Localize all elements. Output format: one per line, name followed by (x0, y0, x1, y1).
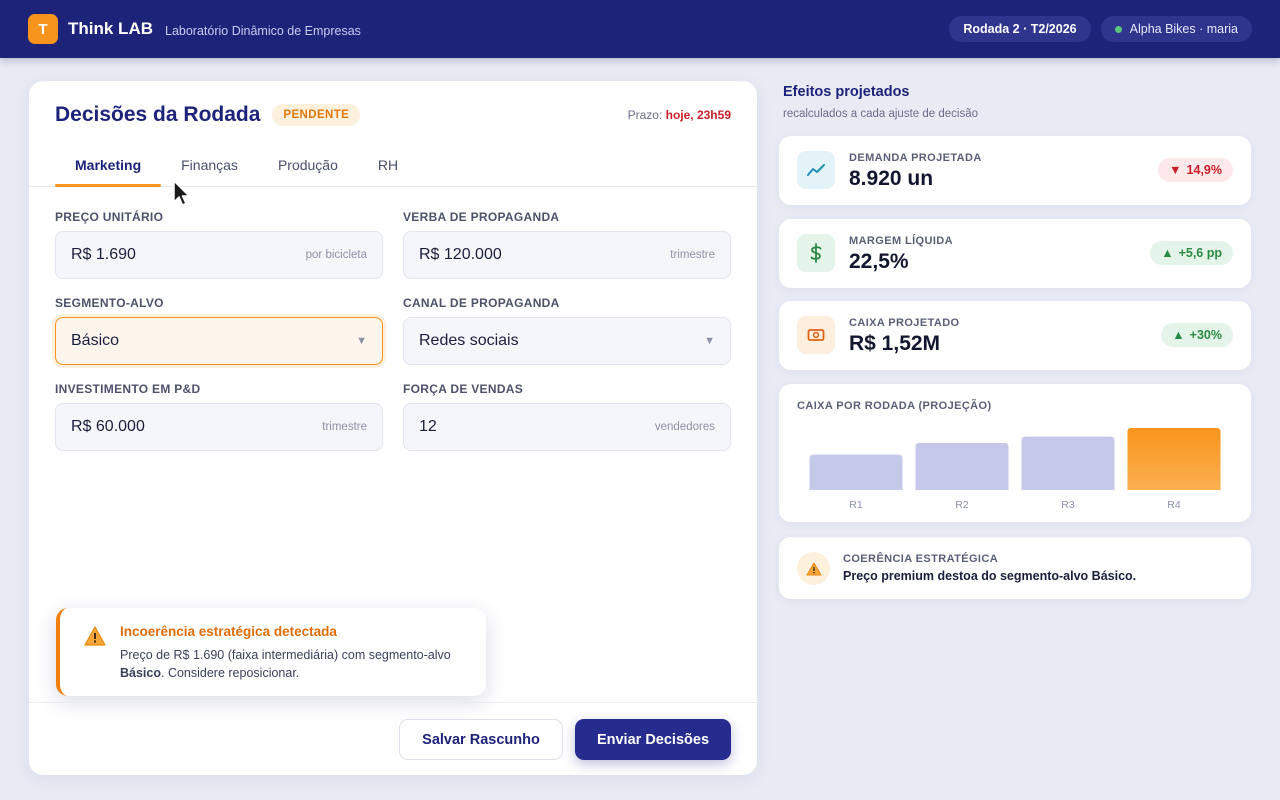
mouse-cursor-icon (173, 180, 190, 206)
chevron-down-icon: ▼ (356, 335, 367, 347)
ad-budget-input[interactable]: R$ 120.000 trimestre (403, 231, 731, 279)
rnd-input[interactable]: R$ 60.000 trimestre (55, 403, 383, 451)
kpi-cash: CAIXA PROJETADO R$ 1,52M ▲ +30% (779, 301, 1251, 370)
price-input[interactable]: R$ 1.690 por bicicleta (55, 231, 383, 279)
price-label: PREÇO UNITÁRIO (55, 210, 164, 224)
side-title: Efeitos projetados (783, 84, 910, 100)
chart-tick-label: R2 (955, 499, 969, 511)
ad-channel-select[interactable]: Redes sociais ▼ (403, 317, 731, 365)
warning-icon (797, 552, 830, 585)
tab-producao[interactable]: Produção (277, 157, 338, 173)
cash-icon (797, 316, 835, 354)
chart-bar-r3 (1021, 436, 1115, 490)
footer-divider (29, 702, 757, 703)
bar-chart: R1 R2 R3 R4 (809, 428, 1221, 511)
sales-force-unit: vendedores (654, 421, 715, 433)
coherence-alert-toast: Incoerência estratégica detectada Preço … (56, 608, 486, 696)
delta-value: +5,6 pp (1178, 246, 1222, 260)
page-title: Decisões da Rodada (55, 103, 261, 126)
ad-budget-label: VERBA DE PROPAGANDA (403, 210, 560, 224)
delta-value: +30% (1189, 328, 1222, 342)
rnd-value: R$ 60.000 (71, 418, 145, 435)
warning-icon (84, 626, 106, 646)
brand-subtitle: Laboratório Dinâmico de Empresas (165, 23, 361, 38)
delta-value: 14,9% (1186, 163, 1222, 177)
alert-title: Incoerência estratégica detectada (120, 624, 337, 639)
round-pill[interactable]: Rodada 2 · T2/2026 (949, 16, 1091, 42)
delta-badge: ▲ +5,6 pp (1150, 241, 1233, 265)
chart-bar-r1 (809, 454, 903, 490)
kpi-value: 22,5% (849, 250, 909, 273)
tab-financas[interactable]: Finanças (181, 157, 238, 173)
ad-budget-unit: trimestre (670, 249, 715, 261)
chevron-down-icon: ▼ (704, 335, 715, 347)
rnd-unit: trimestre (322, 421, 367, 433)
dollar-icon (797, 234, 835, 272)
tab-marketing[interactable]: Marketing (55, 147, 162, 187)
alert-text-end: . Considere reposicionar. (161, 666, 300, 681)
logo-icon: T (28, 14, 58, 44)
alert-text-bold: Básico (120, 666, 161, 681)
sales-force-label: FORÇA DE VENDAS (403, 382, 524, 396)
arrow-up-icon: ▲ (1172, 328, 1185, 342)
alert-text-part: Preço de R$ 1.690 (faixa intermediária) … (120, 648, 451, 662)
top-bar: T Think LAB Laboratório Dinâmico de Empr… (0, 0, 1280, 58)
price-value: R$ 1.690 (71, 246, 136, 263)
deadline-value: hoje, 23h59 (665, 108, 731, 122)
chart-tick-label: R1 (849, 499, 863, 511)
sales-force-input[interactable]: 12 vendedores (403, 403, 731, 451)
rnd-label: INVESTIMENTO EM P&D (55, 382, 201, 396)
chart-title: CAIXA POR RODADA (PROJEÇÃO) (797, 400, 992, 412)
kpi-label: MARGEM LÍQUIDA (849, 235, 953, 247)
user-pill[interactable]: Alpha Bikes · maria (1100, 16, 1252, 42)
chart-bar-r4 (1127, 428, 1221, 490)
kpi-demand: DEMANDA PROJETADA 8.920 un ▼ 14,9% (779, 136, 1251, 205)
side-subtitle: recalculados a cada ajuste de decisão (783, 108, 978, 120)
kpi-value: R$ 1,52M (849, 332, 941, 355)
cash-by-round-chart: CAIXA POR RODADA (PROJEÇÃO) R1 R2 R3 R4 (779, 384, 1251, 522)
kpi-label: CAIXA PROJETADO (849, 317, 960, 329)
segment-select[interactable]: Básico ▼ (55, 317, 383, 365)
tab-bar: Marketing Finanças Produção RH (29, 147, 757, 187)
ad-channel-label: CANAL DE PROPAGANDA (403, 296, 560, 310)
arrow-down-icon: ▼ (1169, 163, 1182, 177)
decisions-card: Decisões da Rodada PENDENTE Prazo: hoje,… (29, 81, 757, 775)
status-badge: PENDENTE (272, 104, 361, 126)
chart-tick-label: R3 (1061, 499, 1075, 511)
arrow-up-icon: ▲ (1161, 246, 1174, 260)
sales-force-value: 12 (419, 418, 437, 435)
trend-line-icon (797, 151, 835, 189)
chart-tick-label: R4 (1167, 499, 1181, 511)
delta-badge: ▼ 14,9% (1158, 158, 1233, 182)
kpi-margin: MARGEM LÍQUIDA 22,5% ▲ +5,6 pp (779, 219, 1251, 288)
delta-badge: ▲ +30% (1161, 323, 1233, 347)
coherence-label: COERÊNCIA ESTRATÉGICA (843, 553, 999, 565)
kpi-value: 8.920 un (849, 167, 934, 190)
online-status-icon (1114, 25, 1122, 33)
chart-bar-r2 (915, 442, 1009, 490)
segment-value: Básico (71, 332, 120, 349)
tab-rh[interactable]: RH (377, 157, 399, 173)
alert-text: Preço de R$ 1.690 (faixa intermediária) … (120, 646, 466, 682)
segment-label: SEGMENTO-ALVO (55, 296, 164, 310)
save-draft-button[interactable]: Salvar Rascunho (399, 719, 563, 760)
user-pill-label: Alpha Bikes · maria (1129, 22, 1238, 36)
ad-budget-value: R$ 120.000 (419, 246, 502, 263)
price-unit: por bicicleta (305, 249, 367, 261)
brand-name: Think LAB (68, 19, 153, 38)
coherence-text: Preço premium destoa do segmento-alvo Bá… (843, 569, 1137, 583)
ad-channel-value: Redes sociais (419, 332, 519, 349)
kpi-label: DEMANDA PROJETADA (849, 152, 982, 164)
coherence-card: COERÊNCIA ESTRATÉGICA Preço premium dest… (779, 537, 1251, 599)
submit-decisions-button[interactable]: Enviar Decisões (575, 719, 731, 760)
deadline: Prazo: hoje, 23h59 (628, 108, 731, 122)
deadline-label: Prazo: (627, 108, 663, 122)
